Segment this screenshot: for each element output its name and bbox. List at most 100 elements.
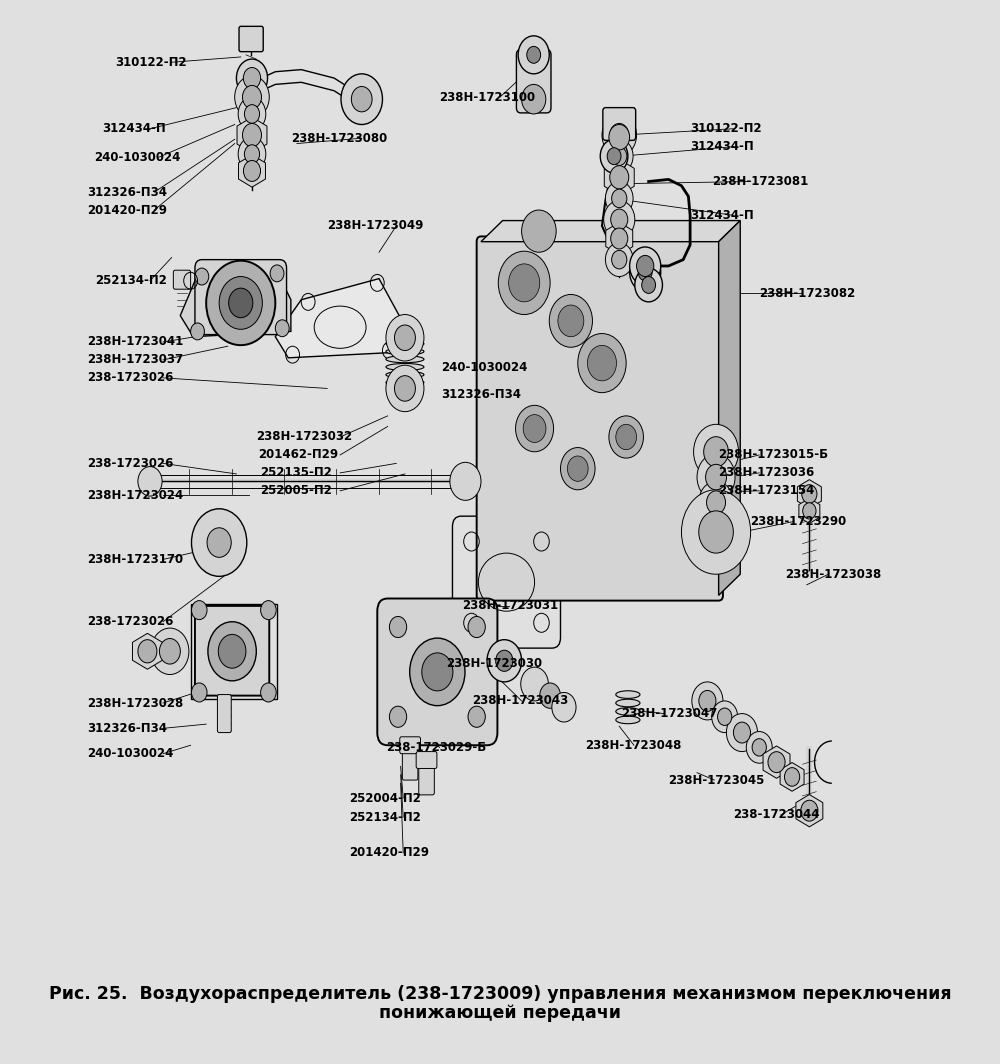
FancyBboxPatch shape bbox=[603, 107, 636, 140]
Circle shape bbox=[609, 124, 630, 150]
Text: 238Н-1723024: 238Н-1723024 bbox=[87, 488, 183, 501]
Ellipse shape bbox=[386, 340, 424, 347]
Circle shape bbox=[159, 638, 180, 664]
Circle shape bbox=[610, 166, 629, 189]
Circle shape bbox=[236, 60, 268, 97]
Circle shape bbox=[642, 277, 656, 294]
Text: 312326-П34: 312326-П34 bbox=[87, 721, 167, 735]
Circle shape bbox=[522, 84, 546, 114]
Text: 252134-П2: 252134-П2 bbox=[96, 275, 167, 287]
Text: 238-1723044: 238-1723044 bbox=[733, 809, 820, 821]
Text: 312326-П34: 312326-П34 bbox=[87, 185, 167, 199]
Circle shape bbox=[450, 463, 481, 500]
Circle shape bbox=[746, 732, 772, 763]
Circle shape bbox=[275, 320, 289, 336]
Ellipse shape bbox=[616, 716, 640, 724]
Text: 238Н-1723031: 238Н-1723031 bbox=[462, 599, 558, 613]
Circle shape bbox=[752, 738, 766, 757]
Circle shape bbox=[707, 491, 726, 514]
FancyBboxPatch shape bbox=[400, 736, 420, 753]
Circle shape bbox=[238, 137, 266, 171]
Circle shape bbox=[386, 365, 424, 412]
Circle shape bbox=[801, 800, 818, 821]
Circle shape bbox=[604, 200, 635, 238]
FancyBboxPatch shape bbox=[419, 764, 434, 795]
Circle shape bbox=[630, 253, 661, 292]
Circle shape bbox=[612, 250, 627, 269]
Text: 238Н-1723049: 238Н-1723049 bbox=[327, 219, 424, 232]
Circle shape bbox=[206, 261, 275, 345]
Text: 238Н-1723154: 238Н-1723154 bbox=[718, 484, 814, 497]
Circle shape bbox=[219, 277, 262, 330]
Text: 238Н-1723037: 238Н-1723037 bbox=[87, 353, 183, 366]
Circle shape bbox=[261, 600, 276, 619]
Circle shape bbox=[699, 481, 733, 523]
Circle shape bbox=[768, 751, 785, 772]
Circle shape bbox=[394, 376, 415, 401]
Circle shape bbox=[410, 638, 465, 705]
Circle shape bbox=[616, 425, 637, 450]
Circle shape bbox=[191, 683, 207, 702]
Text: 238Н-1723048: 238Н-1723048 bbox=[585, 738, 681, 752]
Circle shape bbox=[218, 634, 246, 668]
Circle shape bbox=[518, 36, 549, 73]
Circle shape bbox=[600, 139, 628, 173]
FancyBboxPatch shape bbox=[173, 270, 191, 289]
Circle shape bbox=[697, 454, 735, 500]
Polygon shape bbox=[604, 160, 634, 195]
Ellipse shape bbox=[386, 371, 424, 378]
Text: 238-1723026: 238-1723026 bbox=[87, 456, 173, 470]
Circle shape bbox=[386, 315, 424, 361]
Circle shape bbox=[487, 639, 522, 682]
Polygon shape bbox=[780, 763, 804, 792]
Circle shape bbox=[692, 682, 723, 720]
Circle shape bbox=[695, 504, 737, 555]
Circle shape bbox=[191, 323, 204, 339]
Text: 240-1030024: 240-1030024 bbox=[87, 747, 173, 760]
Text: 252004-П2: 252004-П2 bbox=[349, 792, 421, 804]
Circle shape bbox=[733, 722, 751, 743]
Ellipse shape bbox=[386, 348, 424, 355]
Circle shape bbox=[560, 448, 595, 489]
Circle shape bbox=[242, 85, 261, 109]
Text: 252134-П2: 252134-П2 bbox=[349, 811, 421, 824]
Circle shape bbox=[704, 436, 728, 467]
Text: Рис. 25.  Воздухораспределитель (238-1723009) управления механизмом переключения: Рис. 25. Воздухораспределитель (238-1723… bbox=[49, 985, 951, 1003]
Text: 238Н-1723081: 238Н-1723081 bbox=[712, 174, 808, 188]
Circle shape bbox=[468, 616, 485, 637]
Circle shape bbox=[527, 47, 541, 63]
Ellipse shape bbox=[386, 364, 424, 370]
Circle shape bbox=[605, 243, 633, 277]
Text: понижающей передачи: понижающей передачи bbox=[379, 1004, 621, 1023]
Circle shape bbox=[784, 767, 800, 786]
Circle shape bbox=[705, 516, 727, 544]
Circle shape bbox=[191, 509, 247, 577]
Circle shape bbox=[638, 264, 652, 281]
Circle shape bbox=[637, 255, 654, 277]
Circle shape bbox=[578, 333, 626, 393]
Circle shape bbox=[611, 209, 628, 230]
Circle shape bbox=[718, 708, 732, 726]
Polygon shape bbox=[799, 498, 820, 523]
Text: 310122-П2: 310122-П2 bbox=[690, 122, 762, 135]
Ellipse shape bbox=[616, 699, 640, 706]
Circle shape bbox=[706, 464, 726, 489]
Text: 312326-П34: 312326-П34 bbox=[441, 388, 521, 401]
Circle shape bbox=[712, 701, 738, 733]
Circle shape bbox=[549, 295, 592, 347]
Circle shape bbox=[498, 251, 550, 315]
Circle shape bbox=[509, 264, 540, 302]
Circle shape bbox=[612, 189, 627, 207]
FancyBboxPatch shape bbox=[452, 516, 560, 648]
Circle shape bbox=[611, 228, 628, 249]
Text: 238Н-1723041: 238Н-1723041 bbox=[87, 335, 183, 349]
Circle shape bbox=[270, 265, 284, 282]
Circle shape bbox=[138, 639, 157, 663]
FancyBboxPatch shape bbox=[239, 27, 263, 52]
Text: 252135-П2: 252135-П2 bbox=[260, 466, 332, 480]
Circle shape bbox=[138, 466, 162, 496]
Circle shape bbox=[191, 600, 207, 619]
Text: 238Н-1723082: 238Н-1723082 bbox=[759, 287, 856, 300]
Circle shape bbox=[699, 511, 733, 553]
FancyBboxPatch shape bbox=[195, 605, 269, 696]
